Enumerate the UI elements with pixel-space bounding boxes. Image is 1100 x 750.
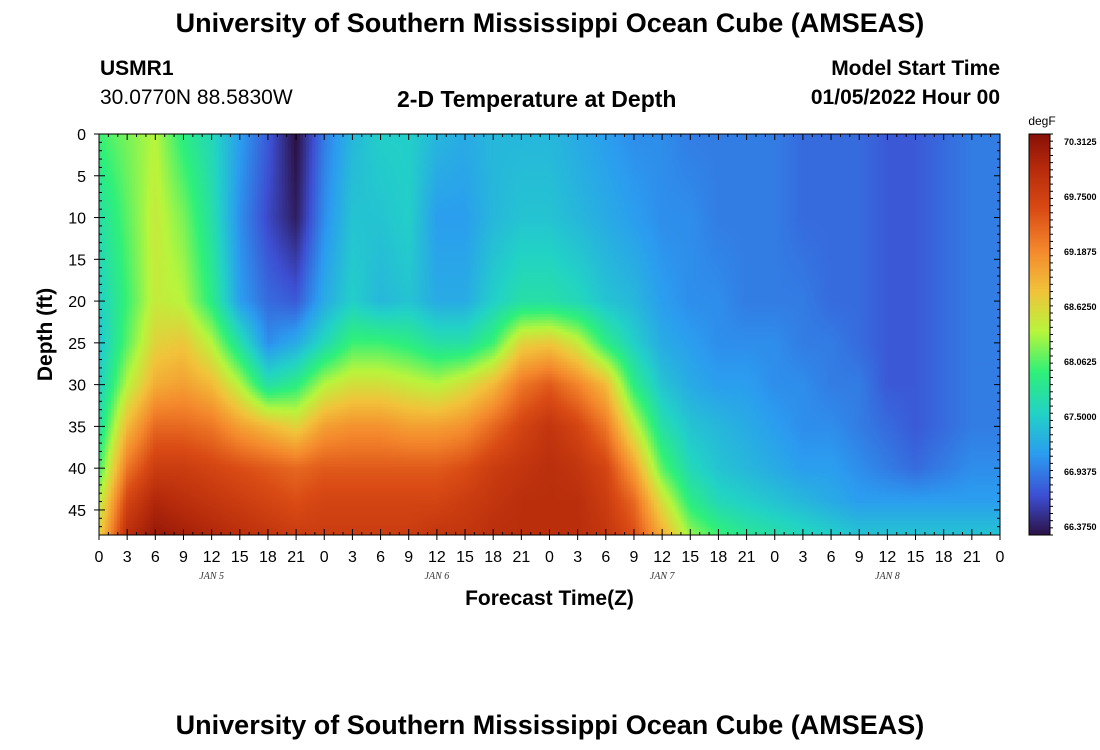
x-tick-label: 12 (203, 549, 221, 566)
y-tick-label: 35 (68, 419, 86, 436)
x-tick-label: 18 (259, 549, 277, 566)
x-tick-label: 18 (935, 549, 953, 566)
footer-title: University of Southern Mississippi Ocean… (175, 710, 925, 740)
x-tick-label: 12 (428, 549, 446, 566)
x-day-label: JAN 7 (650, 571, 676, 582)
x-tick-label: 6 (376, 549, 385, 566)
x-tick-label: 9 (404, 549, 413, 566)
x-day-label: JAN 8 (875, 571, 900, 582)
x-tick-label: 21 (738, 549, 756, 566)
x-tick-label: 18 (710, 549, 728, 566)
y-axis-label: Depth (ft) (34, 288, 57, 381)
x-tick-label: 12 (653, 549, 671, 566)
x-tick-label: 3 (573, 549, 582, 566)
x-tick-label: 6 (601, 549, 610, 566)
model-start-label: Model Start Time (831, 57, 1000, 80)
x-day-label: JAN 6 (425, 571, 450, 582)
x-tick-label: 9 (179, 549, 188, 566)
chart-subtitle: 2-D Temperature at Depth (397, 86, 677, 112)
x-tick-label: 3 (123, 549, 132, 566)
colorbar-unit: degF (1028, 114, 1055, 128)
chart-title: University of Southern Mississippi Ocean… (175, 8, 925, 38)
x-tick-label: 12 (878, 549, 896, 566)
x-tick-label: 15 (231, 549, 249, 566)
x-tick-label: 0 (320, 549, 329, 566)
colorbar-level-label: 66.9375 (1064, 467, 1097, 477)
y-tick-label: 0 (77, 127, 86, 144)
colorbar-level-label: 67.5000 (1064, 412, 1097, 422)
x-tick-label: 6 (151, 549, 160, 566)
y-tick-label: 40 (68, 461, 86, 478)
x-tick-label: 15 (681, 549, 699, 566)
x-tick-label: 0 (545, 549, 554, 566)
temperature-heatmap (99, 134, 1000, 535)
x-tick-label: 21 (512, 549, 530, 566)
x-tick-label: 0 (996, 549, 1005, 566)
y-tick-label: 15 (68, 252, 86, 269)
x-tick-label: 3 (798, 549, 807, 566)
y-tick-label: 45 (68, 503, 86, 520)
plot-frame (98, 133, 1001, 536)
x-day-label: JAN 5 (199, 571, 224, 582)
colorbar-level-label: 66.3750 (1064, 522, 1097, 532)
station-coordinates: 30.0770N 88.5830W (100, 86, 293, 109)
y-tick-label: 10 (68, 211, 86, 228)
x-tick-label: 9 (855, 549, 864, 566)
model-start-time: 01/05/2022 Hour 00 (810, 86, 1000, 109)
x-tick-label: 15 (907, 549, 925, 566)
colorbar-frame (1028, 133, 1051, 536)
colorbar-level-label: 70.3125 (1064, 137, 1097, 147)
x-tick-label: 0 (95, 549, 104, 566)
x-tick-label: 15 (456, 549, 474, 566)
y-tick-label: 30 (68, 378, 86, 395)
x-tick-label: 21 (287, 549, 305, 566)
y-tick-label: 5 (77, 169, 86, 186)
x-tick-label: 18 (484, 549, 502, 566)
station-id: USMR1 (100, 57, 174, 80)
x-tick-label: 6 (827, 549, 836, 566)
colorbar-level-label: 68.6250 (1064, 302, 1097, 312)
y-tick-label: 25 (68, 336, 86, 353)
x-axis-label: Forecast Time(Z) (465, 587, 634, 610)
x-tick-label: 21 (963, 549, 981, 566)
colorbar (1029, 134, 1050, 535)
x-tick-label: 3 (348, 549, 357, 566)
y-tick-label: 20 (68, 294, 86, 311)
colorbar-level-label: 69.1875 (1064, 247, 1097, 257)
colorbar-level-label: 68.0625 (1064, 357, 1097, 367)
x-tick-label: 0 (770, 549, 779, 566)
colorbar-level-label: 69.7500 (1064, 192, 1097, 202)
x-tick-label: 9 (630, 549, 639, 566)
